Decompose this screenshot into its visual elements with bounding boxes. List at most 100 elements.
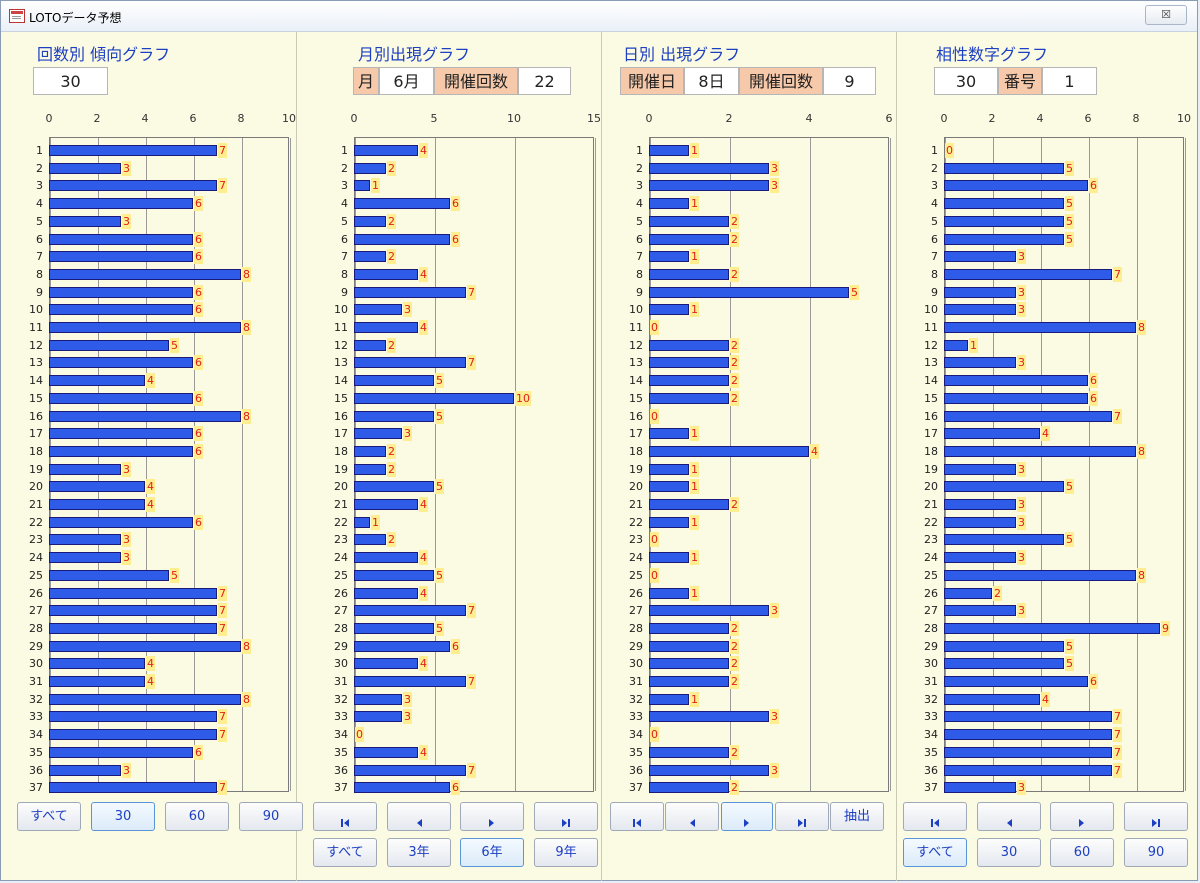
header-value-field[interactable]: 30 xyxy=(33,67,108,95)
row-number-label: 13 xyxy=(629,356,643,370)
next-button[interactable] xyxy=(721,802,773,831)
data-label: 2 xyxy=(730,355,739,371)
first-button[interactable] xyxy=(903,802,967,831)
panel-title: 日別 出現グラフ xyxy=(623,45,741,64)
data-label: 6 xyxy=(451,196,460,212)
x-tick-label: 4 xyxy=(141,112,149,125)
x-tick-label: 2 xyxy=(725,112,733,125)
last-button[interactable] xyxy=(775,802,829,831)
filter-button[interactable]: すべて xyxy=(17,802,81,831)
first-button[interactable] xyxy=(610,802,664,831)
row-number-label: 18 xyxy=(334,444,348,458)
bar xyxy=(49,605,217,617)
last-button[interactable] xyxy=(534,802,598,831)
panel-3: 日別 出現グラフ 開催日 8日 開催回数 9 0 2 4 6 1 1 2 3 3 3 4 1 5 2 6 2 7 1 8 2 9 5… xyxy=(601,32,897,881)
data-label: 7 xyxy=(218,178,227,194)
bar xyxy=(649,233,729,245)
filter-button[interactable]: 6年 xyxy=(460,838,524,867)
row-number-label: 32 xyxy=(629,692,643,706)
header-value-field[interactable]: 8日 xyxy=(684,67,739,95)
data-label: 7 xyxy=(218,620,227,636)
header-value-field[interactable]: 1 xyxy=(1042,67,1097,95)
data-label: 4 xyxy=(419,320,428,335)
row-number-label: 31 xyxy=(29,675,43,688)
last-button[interactable] xyxy=(1124,802,1188,831)
filter-button[interactable]: 90 xyxy=(239,802,303,831)
bar xyxy=(944,428,1040,440)
bar xyxy=(49,322,241,333)
filter-button[interactable]: 3年 xyxy=(387,838,451,867)
header-value-field[interactable]: 6月 xyxy=(379,67,434,95)
row-number-label: 17 xyxy=(334,427,348,441)
filter-button[interactable]: 60 xyxy=(165,802,229,831)
header-value-field[interactable]: 22 xyxy=(518,67,571,95)
bar xyxy=(944,693,1040,705)
data-label: 8 xyxy=(242,408,251,424)
data-label: 3 xyxy=(1017,514,1026,530)
bar xyxy=(354,711,402,723)
bar xyxy=(944,569,1136,581)
next-button[interactable] xyxy=(1050,802,1114,831)
first-button[interactable] xyxy=(313,802,377,831)
panel-title: 月別出現グラフ xyxy=(358,45,471,64)
header-value-field[interactable]: 9 xyxy=(823,67,876,95)
prev-button[interactable] xyxy=(387,802,451,831)
bar xyxy=(49,658,145,670)
filter-button[interactable]: すべて xyxy=(313,838,377,867)
bar xyxy=(49,711,217,723)
title-bar: LOTOデータ予想 ☒ xyxy=(1,1,1197,32)
row-number-label: 24 xyxy=(924,551,938,565)
filter-button[interactable]: 抽出 xyxy=(830,802,884,831)
prev-button[interactable] xyxy=(977,802,1041,831)
filter-button[interactable]: 30 xyxy=(91,802,155,831)
row-number-label: 19 xyxy=(29,462,43,476)
row-number-label: 12 xyxy=(334,338,348,352)
data-label: 5 xyxy=(435,408,444,424)
header-value-field[interactable]: 30 xyxy=(934,67,998,95)
data-label: 2 xyxy=(387,337,396,353)
data-label: 2 xyxy=(993,585,1002,601)
x-tick-label: 2 xyxy=(93,112,101,125)
filter-button[interactable]: すべて xyxy=(903,838,967,867)
bar xyxy=(49,304,193,316)
data-label: 7 xyxy=(1113,727,1122,743)
row-number-label: 26 xyxy=(629,586,643,600)
data-label: 8 xyxy=(242,320,251,335)
next-button[interactable] xyxy=(460,802,524,831)
data-label: 4 xyxy=(146,479,155,495)
x-tick-label: 0 xyxy=(645,112,653,125)
data-label: 5 xyxy=(435,479,444,495)
bar xyxy=(944,375,1088,387)
row-number-label: 30 xyxy=(29,657,43,671)
row-number-label: 10 xyxy=(629,303,643,317)
bar xyxy=(649,552,689,564)
row-number-label: 27 xyxy=(924,604,938,618)
x-tick-label: 0 xyxy=(940,112,948,125)
prev-icon xyxy=(415,811,423,838)
next-icon xyxy=(488,811,496,838)
row-number-label: 23 xyxy=(629,533,643,547)
filter-button[interactable]: 60 xyxy=(1050,838,1114,867)
prev-button[interactable] xyxy=(665,802,719,831)
bar xyxy=(944,676,1088,687)
data-label: 3 xyxy=(770,160,779,176)
gridline xyxy=(890,138,891,791)
bar xyxy=(49,729,217,741)
data-label: 1 xyxy=(969,337,978,353)
filter-button[interactable]: 30 xyxy=(977,838,1041,867)
bar xyxy=(649,375,729,387)
bar xyxy=(944,587,992,599)
filter-button[interactable]: 90 xyxy=(1124,838,1188,867)
data-label: 7 xyxy=(218,780,227,796)
data-label: 6 xyxy=(1089,178,1098,194)
filter-button[interactable]: 9年 xyxy=(534,838,598,867)
bar xyxy=(354,392,514,404)
row-number-label: 23 xyxy=(334,533,348,547)
row-number-label: 24 xyxy=(29,551,43,565)
bar xyxy=(49,198,193,210)
bar xyxy=(944,534,1064,546)
gridline xyxy=(435,138,436,791)
bar xyxy=(649,782,729,794)
x-axis: 0 5 10 15 xyxy=(306,112,602,132)
close-button[interactable]: ☒ xyxy=(1145,5,1187,25)
